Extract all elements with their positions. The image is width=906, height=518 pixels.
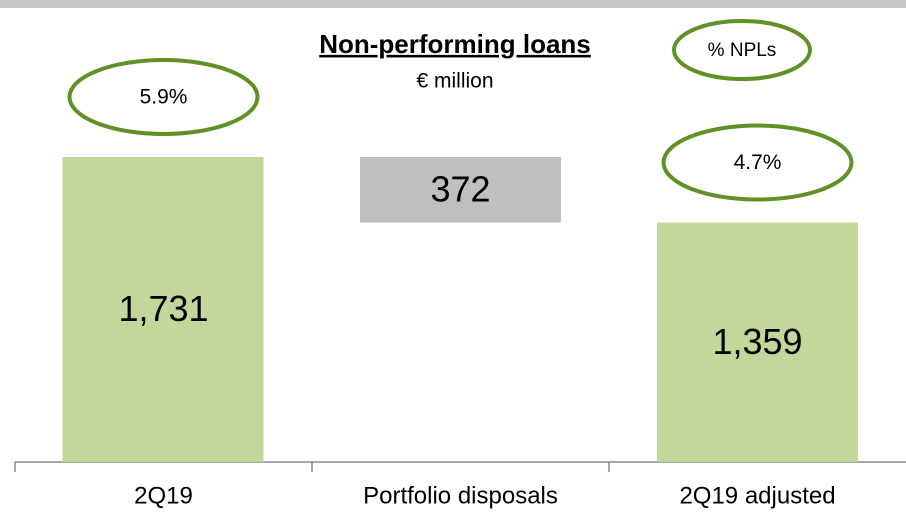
x-tick-label: 2Q19 bbox=[134, 482, 193, 509]
value-label: 1,359 bbox=[712, 321, 802, 362]
x-tick-label: 2Q19 adjusted bbox=[679, 482, 835, 509]
chart-title: Non-performing loans bbox=[319, 29, 591, 59]
bar bbox=[360, 157, 561, 223]
bar bbox=[657, 222, 858, 462]
value-label: 1,731 bbox=[118, 288, 208, 329]
value-label: 372 bbox=[430, 168, 490, 209]
x-tick-label: Portfolio disposals bbox=[363, 482, 558, 509]
npl-label: 4.7% bbox=[734, 151, 782, 174]
legend-ellipse bbox=[672, 19, 812, 81]
npl-label: 5.9% bbox=[140, 86, 188, 109]
bar bbox=[62, 157, 264, 462]
npl-ellipse bbox=[67, 58, 260, 136]
top-strip bbox=[0, 0, 906, 8]
legend-label: % NPLs bbox=[708, 40, 777, 61]
npl-ellipse bbox=[661, 123, 854, 202]
chart-subtitle: € million bbox=[416, 70, 493, 93]
